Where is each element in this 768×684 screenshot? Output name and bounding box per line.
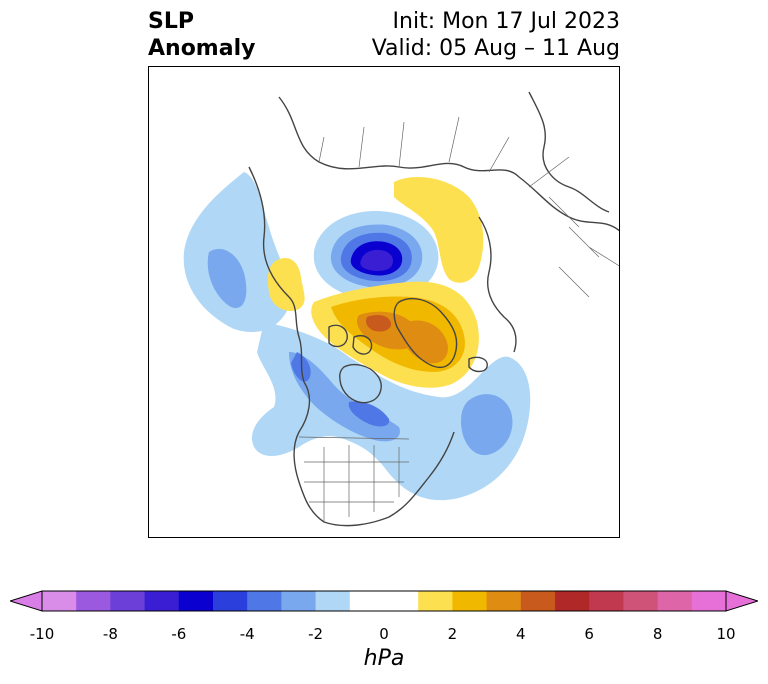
map-title: SLP Anomaly (148, 8, 255, 62)
colorbar-bin (42, 591, 77, 611)
title-variable: SLP (148, 9, 194, 34)
positive-anomaly-siberia (394, 177, 484, 283)
colorbar-tick-label: -4 (239, 625, 255, 643)
colorbar-bin (110, 591, 146, 611)
map-canvas (183, 91, 619, 527)
colorbar-bin (281, 591, 317, 611)
coastline-hudson-bay (339, 363, 382, 404)
positive-anomaly-greenland-core (401, 320, 448, 364)
colorbar-tick-label: 8 (652, 625, 663, 643)
anomaly-map (148, 66, 620, 538)
colorbar-bin (247, 591, 282, 611)
coastline-greenland (393, 297, 458, 369)
coastline-alaska (248, 166, 305, 383)
positive-anomaly-peak (365, 315, 392, 332)
colorbar (10, 590, 758, 612)
colorbar-bin (452, 591, 488, 611)
colorbar-bin (144, 591, 180, 611)
country-borders (298, 116, 619, 522)
colorbar-tick-label: -6 (171, 625, 187, 643)
colorbar-bin (657, 591, 693, 611)
positive-anomaly-west (267, 257, 305, 312)
colorbar-bin (418, 591, 453, 611)
forecast-dates: Init: Mon 17 Jul 2023 Valid: 05 Aug – 11… (372, 8, 620, 62)
valid-range: Valid: 05 Aug – 11 Aug (371, 36, 620, 61)
colorbar-units: hPa (363, 646, 405, 671)
colorbar-bin (623, 591, 659, 611)
colorbar-bin (555, 591, 590, 611)
negative-anomaly-west-pacific (183, 172, 290, 333)
coastline-arctic-islands (328, 324, 373, 355)
negative-anomaly-north-america (251, 322, 531, 501)
colorbar-bin (349, 591, 385, 611)
colorbar-bins (42, 591, 727, 611)
coastline-north-america (293, 381, 455, 527)
coastline-europe (528, 91, 610, 213)
colorbar-extend-max (725, 590, 758, 612)
colorbar-tick-label: 6 (584, 625, 594, 643)
colorbar-frame (41, 590, 727, 612)
title-subtitle: Anomaly (148, 36, 256, 61)
colorbar-extend-min (10, 590, 43, 612)
border-europe (548, 196, 619, 298)
colorbar-bin (315, 591, 351, 611)
colorbar-tick-label: 4 (516, 625, 526, 643)
border-us-states (304, 461, 409, 503)
colorbar-tick-label: 0 (379, 625, 389, 643)
colorbar-tick-label: -10 (29, 625, 55, 643)
colorbar-bin (384, 591, 419, 611)
colorbar-bin (213, 591, 248, 611)
border-russia-interior (318, 116, 570, 188)
colorbar-tick-label: -8 (102, 625, 118, 643)
colorbar-bin (520, 591, 556, 611)
colorbar-tick-label: 2 (447, 625, 458, 643)
colorbar-bin (691, 591, 727, 611)
colorbar-tick-label: -2 (308, 625, 324, 643)
coastline-iceland (468, 356, 488, 373)
colorbar-bin (486, 591, 522, 611)
colorbar-tick-label: 10 (716, 625, 736, 643)
negative-anomaly-west-pacific-core (207, 248, 247, 308)
colorbar-bin (76, 591, 111, 611)
negative-anomaly-atlantic-core (461, 394, 513, 456)
colorbar-bin (589, 591, 624, 611)
border-us-canada (298, 436, 410, 522)
coastline-scandinavia (478, 216, 517, 353)
colorbar-bin (178, 591, 214, 611)
init-date: Init: Mon 17 Jul 2023 (392, 9, 620, 34)
negative-anomaly-hudson (348, 401, 390, 427)
negative-anomaly-north-america-core-2 (291, 352, 311, 382)
negative-anomaly-arctic-5 (360, 249, 393, 271)
